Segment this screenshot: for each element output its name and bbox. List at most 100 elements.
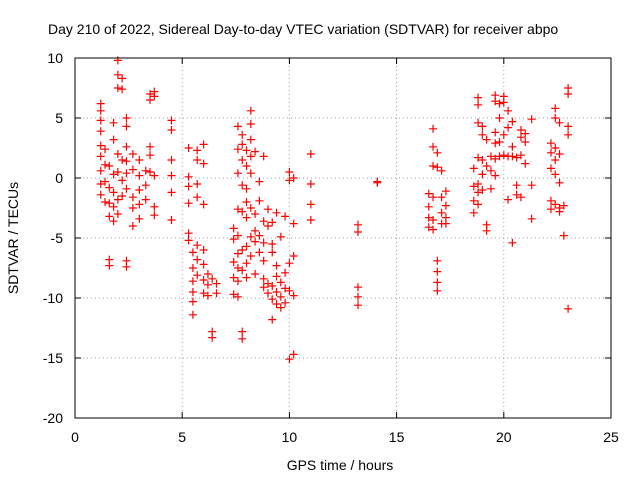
data-point: [246, 152, 255, 161]
data-point: [238, 246, 247, 254]
data-point: [527, 214, 536, 223]
data-point: [150, 92, 159, 101]
data-point: [478, 156, 487, 164]
grid: [75, 58, 611, 418]
data-point: [229, 235, 238, 244]
data-point: [474, 100, 483, 109]
data-point: [373, 178, 382, 187]
data-point: [105, 261, 114, 270]
data-point: [203, 270, 212, 278]
data-point: [437, 208, 446, 217]
data-point: [259, 152, 268, 161]
data-point: [469, 182, 478, 191]
data-point: [193, 180, 202, 188]
data-point: [238, 334, 247, 343]
data-point: [551, 144, 560, 152]
data-point: [551, 170, 560, 179]
data-point: [212, 279, 221, 288]
data-point: [268, 218, 277, 227]
y-axis-label: SDTVAR / TECUs: [5, 182, 21, 294]
data-point: [128, 150, 137, 158]
data-point: [289, 219, 298, 228]
data-point: [437, 193, 446, 202]
data-point: [354, 301, 363, 310]
data-point: [433, 148, 442, 157]
data-point: [285, 176, 294, 185]
data-point: [285, 168, 294, 176]
data-point: [495, 138, 504, 146]
axis-ticks: 0 5 10 15 20 25 -20 -15 -10 -5 0 5 10: [43, 50, 619, 445]
data-point: [551, 200, 560, 209]
data-point: [504, 106, 513, 115]
data-point: [109, 118, 118, 127]
data-point: [306, 150, 315, 158]
data-point: [289, 174, 298, 182]
data-point: [289, 252, 298, 260]
data-point: [433, 278, 442, 287]
data-point: [424, 223, 433, 232]
y-tick-label: -5: [51, 230, 64, 246]
data-point: [354, 292, 363, 301]
data-point: [238, 327, 247, 336]
data-point: [101, 177, 110, 186]
data-point: [246, 252, 255, 260]
data-point: [564, 90, 573, 98]
data-point: [559, 201, 568, 210]
data-point: [199, 260, 208, 269]
data-point: [101, 145, 110, 154]
data-point: [135, 171, 144, 180]
data-point: [118, 192, 127, 200]
data-point: [474, 93, 483, 102]
data-point: [306, 216, 315, 224]
data-point: [150, 211, 159, 220]
data-point: [122, 122, 131, 131]
data-point: [564, 130, 573, 139]
y-tick-label: -10: [43, 290, 63, 306]
data-point: [118, 74, 127, 83]
data-point: [272, 261, 281, 270]
data-point: [135, 200, 144, 209]
data-point: [424, 213, 433, 222]
data-point: [113, 84, 122, 92]
data-point: [429, 216, 438, 224]
x-tick-label: 25: [603, 429, 619, 445]
data-point: [424, 189, 433, 198]
data-point: [246, 169, 255, 178]
data-point: [491, 139, 500, 148]
data-point: [167, 171, 176, 180]
data-point: [184, 182, 193, 191]
data-point: [208, 274, 217, 283]
data-point: [109, 188, 118, 197]
data-point: [188, 264, 197, 272]
data-point: [118, 156, 127, 164]
data-point: [128, 222, 137, 230]
data-point: [199, 200, 208, 209]
data-point: [285, 286, 294, 295]
data-point: [486, 166, 495, 175]
data-point: [188, 277, 197, 286]
data-point: [491, 171, 500, 180]
data-point: [167, 126, 176, 134]
data-point: [499, 98, 508, 107]
data-point: [238, 181, 247, 190]
data-point: [559, 231, 568, 240]
x-tick-label: 15: [389, 429, 405, 445]
data-point: [229, 224, 238, 233]
data-point: [259, 256, 268, 265]
data-point: [96, 127, 105, 136]
data-point: [354, 283, 363, 292]
data-point: [229, 273, 238, 282]
data-point: [478, 122, 487, 131]
data-point: [229, 290, 238, 299]
data-point: [122, 262, 131, 271]
data-point: [259, 283, 268, 292]
data-point: [499, 130, 508, 139]
data-point: [128, 165, 137, 174]
data-point: [251, 210, 260, 218]
data-point: [193, 193, 202, 202]
data-point: [188, 297, 197, 306]
data-point: [289, 291, 298, 300]
data-point: [512, 190, 521, 199]
data-point: [306, 200, 315, 209]
data-point: [259, 274, 268, 283]
